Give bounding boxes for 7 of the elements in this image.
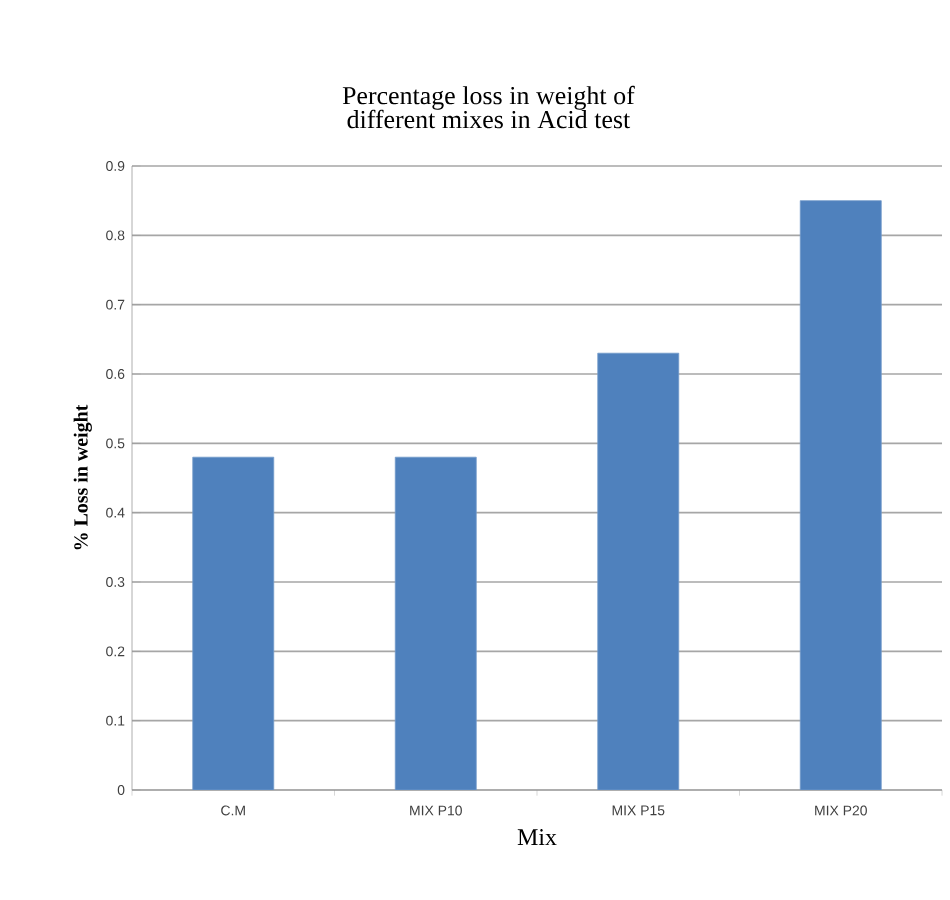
chart-title: Percentage loss in weight of different mixes in Acid test — [342, 85, 635, 129]
x-axis-title: Mix — [517, 829, 557, 845]
y-axis-title: % Loss in weight — [73, 404, 92, 550]
bar — [799, 200, 882, 790]
bar — [192, 456, 275, 790]
bar — [394, 456, 477, 790]
bar — [597, 352, 680, 790]
